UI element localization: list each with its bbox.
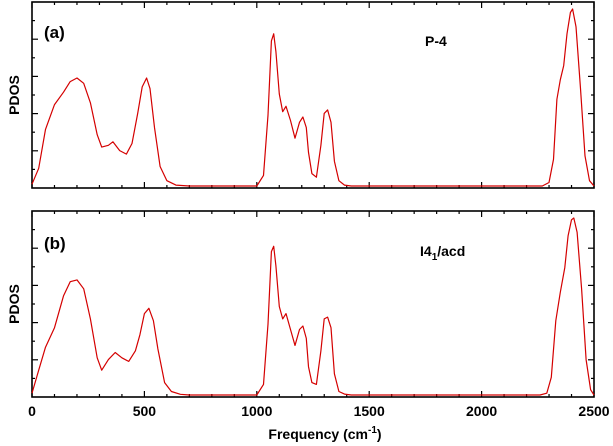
x-tick-labels: 0 500 1000 1500 2000 2500 — [28, 403, 610, 419]
x-axis-label: Frequency (cm-1) — [268, 425, 381, 442]
panel-b: (b) I41/acd PDOS 0 500 1000 1500 2000 2500 Fr… — [6, 210, 610, 442]
panel-a-ticks — [31, 2, 595, 188]
x-tick-label: 2000 — [466, 403, 497, 419]
panel-a-frame — [31, 1, 595, 189]
panel-a-pdos-curve — [31, 8, 595, 187]
panel-b-ticks — [31, 211, 595, 397]
panel-a-label: (a) — [44, 23, 65, 42]
space-group-main: I4 — [420, 243, 432, 259]
panel-b-frame — [31, 210, 595, 398]
space-group-suffix: /acd — [437, 243, 465, 259]
x-tick-label: 1000 — [241, 403, 272, 419]
x-axis-label-superscript: -1 — [368, 425, 377, 436]
space-group-subscript: 1 — [432, 252, 438, 263]
panel-a: (a) P-4 PDOS — [6, 1, 595, 189]
panel-b-space-group: I41/acd — [420, 243, 465, 263]
panel-a-y-axis-label: PDOS — [6, 75, 22, 115]
panel-a-space-group: P-4 — [425, 33, 447, 49]
x-tick-label: 500 — [133, 403, 157, 419]
panel-b-label: (b) — [44, 234, 66, 253]
x-tick-label: 1500 — [354, 403, 385, 419]
panel-b-y-axis-label: PDOS — [6, 284, 22, 324]
x-tick-label: 2500 — [578, 403, 609, 419]
x-axis-label-main: Frequency (cm — [268, 426, 368, 442]
x-tick-label: 0 — [28, 403, 36, 419]
panel-b-pdos-curve — [31, 217, 595, 396]
x-axis-label-suffix: ) — [377, 426, 382, 442]
